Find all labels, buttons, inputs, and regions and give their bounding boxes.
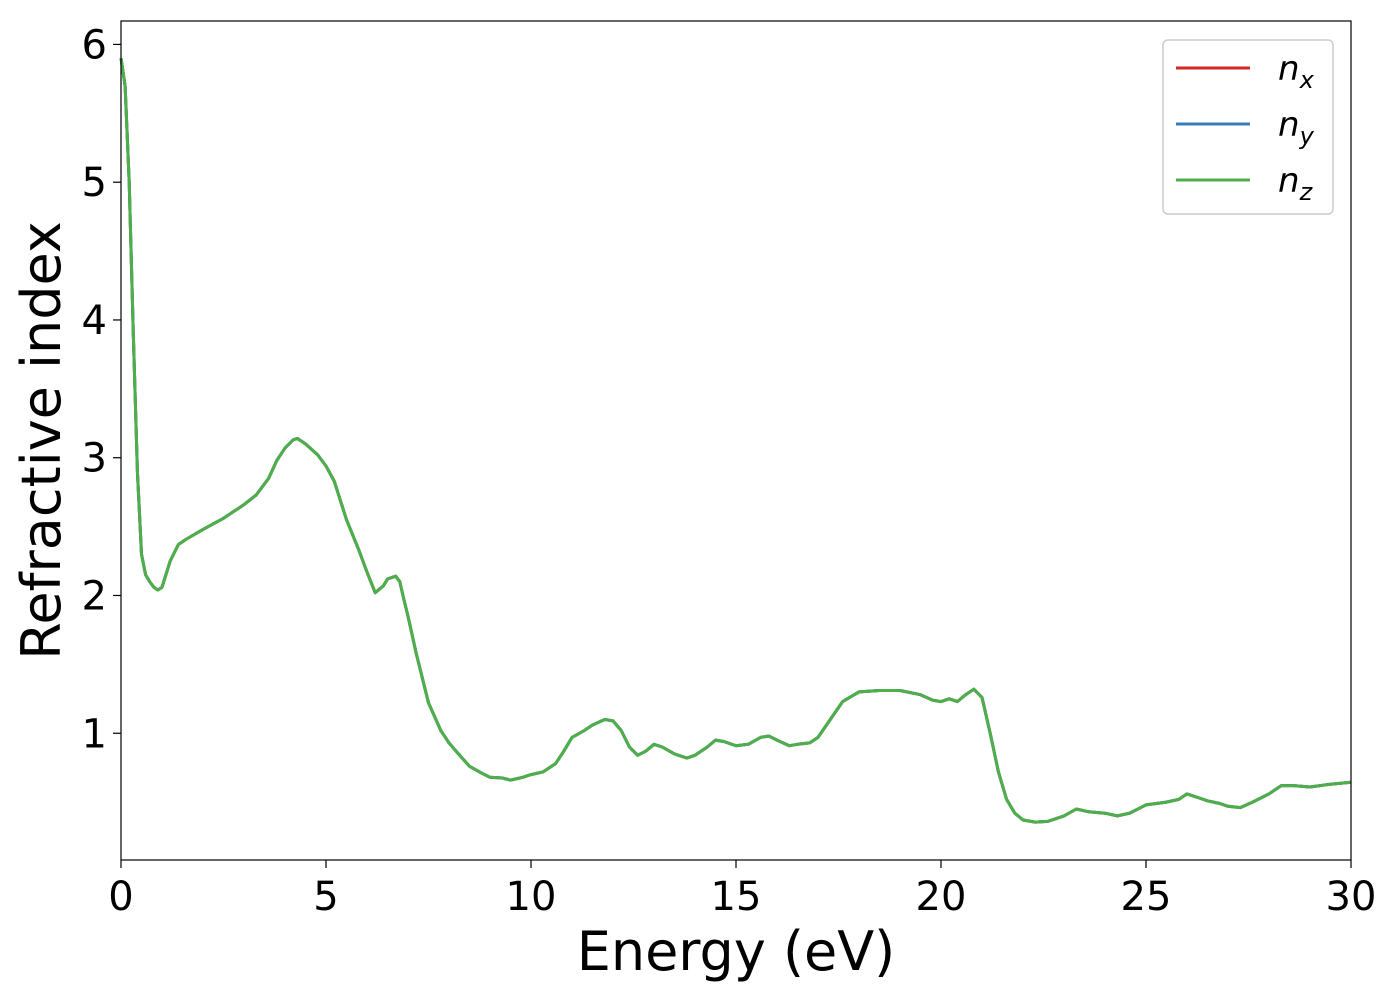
plot-frame	[120, 20, 1352, 861]
series-lines	[119, 57, 1352, 824]
x-tick-label: 0	[108, 874, 133, 920]
y-tick-label: 4	[82, 298, 107, 344]
x-axis-label: Energy (eV)	[577, 920, 896, 983]
x-tick-label: 15	[711, 874, 762, 920]
y-tick-label: 5	[82, 160, 107, 206]
x-tick-label: 5	[313, 874, 338, 920]
legend-label-main: n	[1278, 161, 1300, 201]
legend-label-nz: nz	[1278, 161, 1314, 206]
series-line-nz	[119, 57, 1352, 824]
y-tick-label: 6	[82, 22, 107, 68]
x-axis-ticks: 0 5 10 15 20 25 30	[108, 860, 1376, 920]
y-axis-ticks: 1 2 3 4 5 6	[82, 22, 121, 757]
x-tick-label: 30	[1326, 874, 1377, 920]
legend-label-main: n	[1278, 105, 1300, 145]
legend-label-subscript: z	[1299, 178, 1314, 206]
y-axis-label: Refractive index	[10, 221, 73, 660]
y-tick-label: 1	[82, 711, 107, 757]
legend-label-ny: ny	[1278, 105, 1315, 150]
legend-label-subscript: x	[1299, 66, 1315, 94]
x-tick-label: 10	[506, 874, 557, 920]
legend-label-main: n	[1278, 49, 1300, 89]
x-tick-label: 20	[916, 874, 967, 920]
x-tick-label: 25	[1121, 874, 1172, 920]
y-tick-label: 3	[82, 436, 107, 482]
legend-label-subscript: y	[1299, 122, 1315, 150]
legend-box	[1162, 39, 1334, 215]
y-tick-label: 2	[82, 573, 107, 619]
legend-label-nx: nx	[1278, 49, 1315, 94]
